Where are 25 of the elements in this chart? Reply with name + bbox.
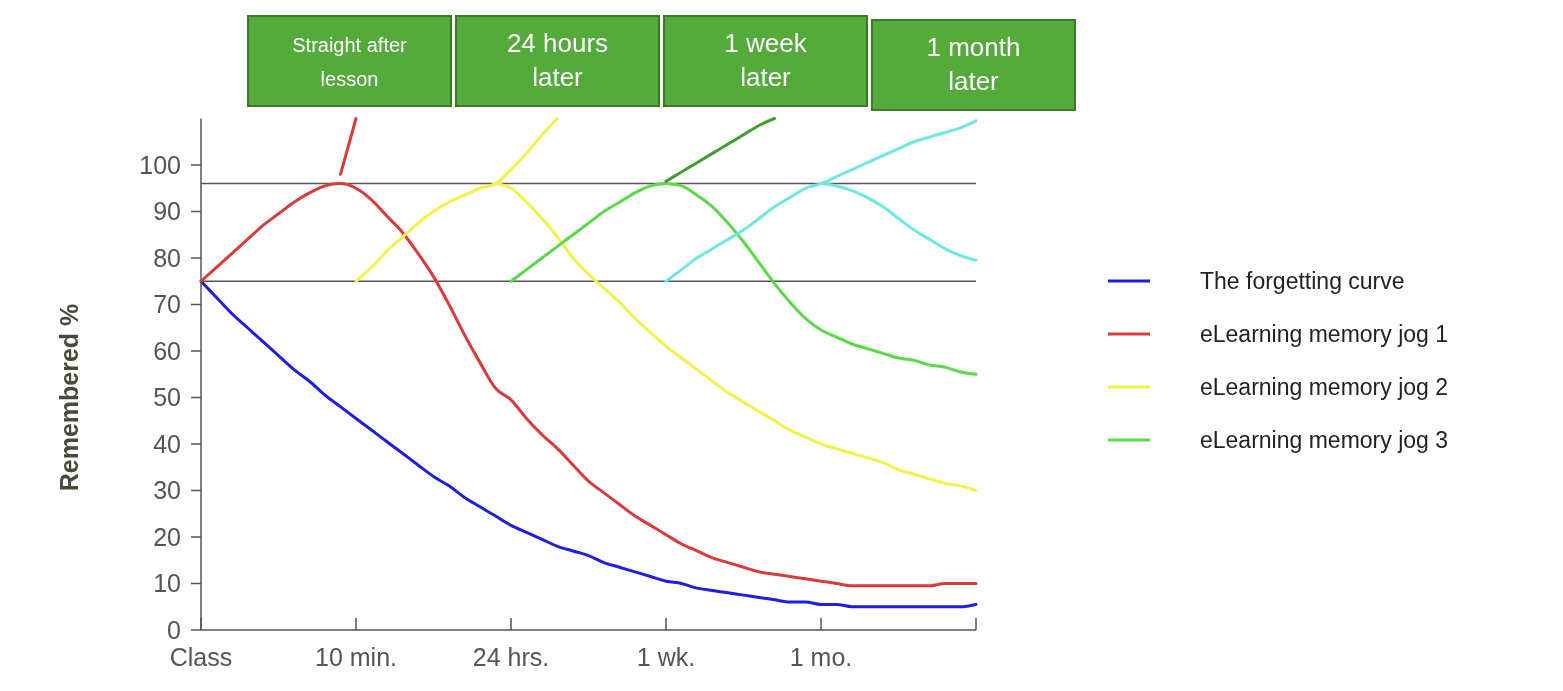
y-tick-label: 20 [153,522,181,551]
text: Straight after lesson [292,34,408,90]
legend-label: eLearning memory jog 1 [1200,321,1449,348]
x-tick-label: 24 hrs. [472,643,550,671]
y-tick-label: 70 [153,290,181,319]
x-tick-label: Class [169,643,233,671]
y-tick-label: 80 [153,243,181,272]
x-tick-label: 1 wk. [636,643,696,671]
x-tick-label: 1 mo. [789,643,853,671]
y-tick-label: 90 [153,197,181,226]
legend-label: The forgetting curve [1200,268,1405,295]
legend-label: eLearning memory jog 3 [1200,427,1449,454]
text: 1 month later [926,32,1021,96]
y-tick-label: 40 [153,429,181,458]
x-tick-label: 10 min. [315,643,397,671]
text: 24 hours later [506,28,609,92]
y-tick-label: 10 [153,569,181,598]
y-tick-label: 50 [153,383,181,412]
y-axis-title: Remembered % [55,303,83,492]
y-tick-label: 0 [167,615,181,644]
legend-label: eLearning memory jog 2 [1200,374,1449,401]
text: 1 week later [724,28,808,92]
y-tick-label: 100 [139,150,181,179]
y-tick-label: 60 [153,336,181,365]
y-tick-label: 30 [153,476,181,505]
